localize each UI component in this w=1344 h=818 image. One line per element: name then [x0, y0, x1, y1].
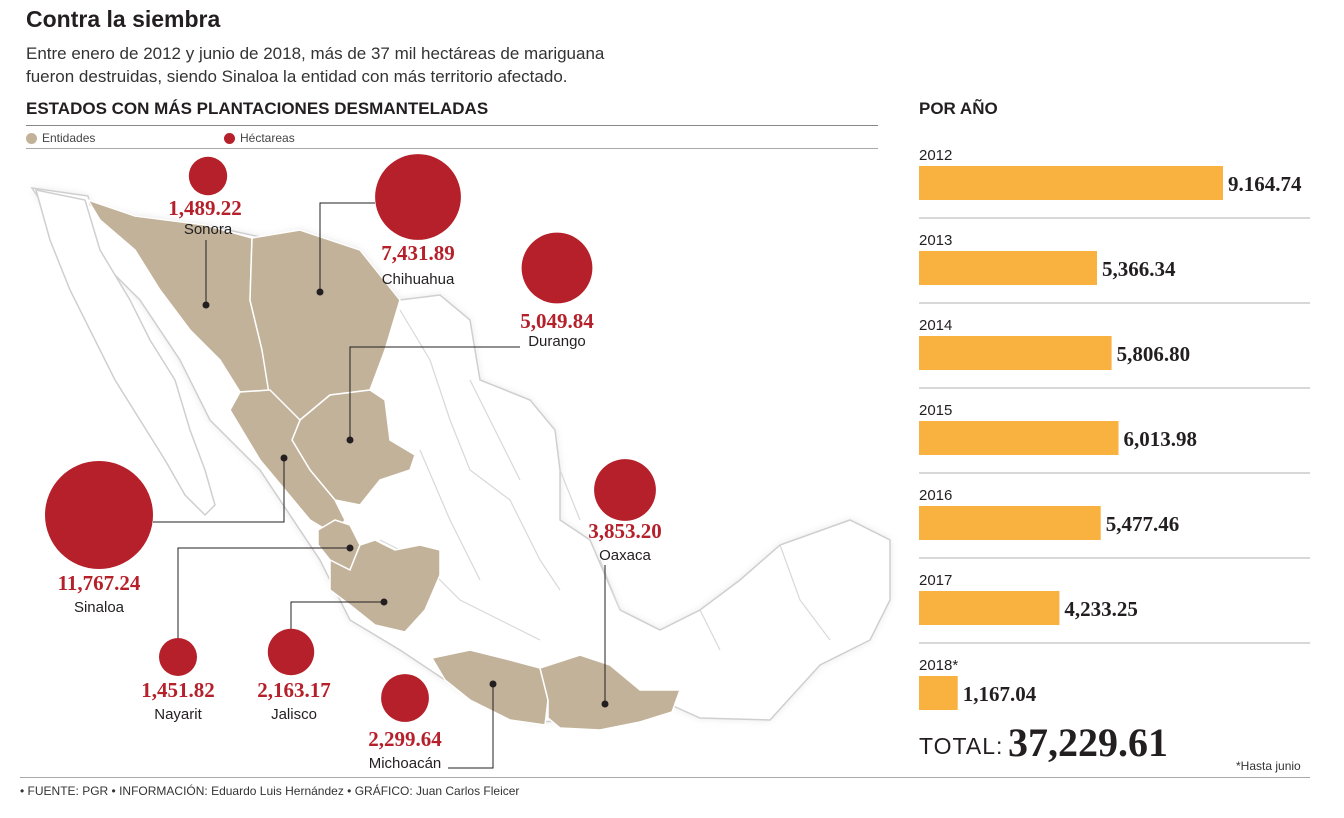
bubble-label-sonora: Sonora	[184, 221, 233, 238]
bubble-value-nayarit: 1,451.82	[141, 678, 215, 702]
map-baja-california	[34, 189, 216, 517]
map-section-title: ESTADOS CON MÁS PLANTACIONES DESMANTELAD…	[26, 99, 489, 118]
bar-2015	[919, 421, 1119, 455]
bar-value-label: 5,806.80	[1117, 342, 1191, 366]
leader-dot-oaxaca	[601, 700, 609, 708]
map-title-rule	[26, 125, 878, 126]
bubble-label-durango: Durango	[528, 333, 586, 350]
bar-2014	[919, 336, 1112, 370]
bubble-durango	[521, 232, 593, 304]
bubble-oaxaca	[594, 459, 656, 521]
bubble-label-oaxaca: Oaxaca	[599, 547, 651, 564]
bubble-value-michoacan: 2,299.64	[368, 727, 442, 751]
leader-dot-durango	[346, 436, 354, 444]
map-state-sinaloa	[229, 389, 346, 537]
bar-year-label: 2018*	[919, 657, 958, 674]
bubble-jalisco	[267, 628, 315, 676]
bubble-michoacan	[381, 674, 429, 722]
footnote: *Hasta junio	[1236, 759, 1301, 773]
legend-entities-swatch	[26, 132, 37, 144]
bar-year-label: 2017	[919, 572, 952, 589]
legend-hectares-swatch	[224, 132, 235, 144]
bubble-value-oaxaca: 3,853.20	[588, 519, 662, 543]
legend-hectares: Héctareas	[224, 131, 295, 145]
bubble-value-chihuahua: 7,431.89	[381, 241, 455, 265]
bubble-value-durango: 5,049.84	[520, 309, 594, 333]
total-value: 37,229.61	[1008, 720, 1168, 765]
bar-2017	[919, 591, 1060, 625]
bars-section-title: POR AÑO	[919, 99, 998, 118]
bar-year-label: 2014	[919, 317, 952, 334]
leader-line-durango	[349, 346, 520, 440]
bar-year-label: 2016	[919, 487, 952, 504]
bar-value-label: 1,167.04	[963, 682, 1037, 706]
bubble-nayarit	[159, 638, 197, 676]
page-title: Contra la siembra	[26, 6, 221, 32]
leader-dot-nayarit	[346, 544, 354, 552]
legend-entities-label: Entidades	[42, 131, 96, 145]
bar-value-label: 6,013.98	[1123, 427, 1197, 451]
bar-year-label: 2015	[919, 402, 952, 419]
subtitle-line-1: Entre enero de 2012 y junio de 2018, más…	[26, 44, 605, 63]
total-label: TOTAL:	[919, 733, 1004, 759]
bar-value-label: 5,477.46	[1106, 512, 1180, 536]
bubble-label-michoacan: Michoacán	[369, 755, 442, 772]
legend-hectares-label: Héctareas	[240, 131, 295, 145]
leader-line-sinaloa	[153, 458, 285, 523]
leader-line-michoacan	[448, 684, 494, 769]
leader-lines	[153, 202, 609, 769]
bubble-label-sinaloa: Sinaloa	[74, 599, 125, 616]
map-state-michoacan	[430, 649, 549, 726]
page-subtitle: Entre enero de 2012 y junio de 2018, más…	[26, 42, 646, 88]
bar-year-label: 2012	[919, 147, 952, 164]
bubble-label-jalisco: Jalisco	[271, 706, 317, 723]
bubble-label-nayarit: Nayarit	[154, 706, 202, 723]
map-legend-rule	[26, 148, 878, 149]
bar-value-label: 9.164.74	[1228, 172, 1302, 196]
mexico-map	[30, 187, 891, 731]
bubble-value-jalisco: 2,163.17	[257, 678, 331, 702]
leader-line-chihuahua	[319, 202, 375, 292]
leader-line-nayarit	[177, 547, 350, 640]
leader-dot-michoacan	[489, 680, 497, 688]
bubble-sinaloa	[45, 461, 153, 569]
credits: • FUENTE: PGR • INFORMACIÓN: Eduardo Lui…	[20, 784, 520, 798]
bubble-chihuahua	[375, 154, 461, 240]
bubble-value-sonora: 1,489.22	[168, 196, 242, 220]
bubble-sonora	[188, 156, 228, 196]
bar-year-label: 2013	[919, 232, 952, 249]
bar-2013	[919, 251, 1097, 285]
leader-dot-sinaloa	[280, 454, 288, 462]
leader-dot-jalisco	[380, 598, 388, 606]
bubble-value-sinaloa: 11,767.24	[58, 571, 141, 595]
leader-line-jalisco	[290, 601, 384, 633]
legend-entities: Entidades	[26, 131, 95, 145]
bar-2012	[919, 166, 1223, 200]
map-state-jalisco	[329, 539, 441, 633]
bar-value-label: 5,366.34	[1102, 257, 1176, 281]
bar-chart: 2012 9.164.74 2013 5,366.34 2014 5,806.80 2015…	[919, 147, 1310, 710]
bar-2018-	[919, 676, 958, 710]
leader-dot-sonora	[202, 301, 210, 309]
footer-rule	[20, 777, 1310, 778]
bar-2016	[919, 506, 1101, 540]
bar-value-label: 4,233.25	[1064, 597, 1138, 621]
leader-dot-chihuahua	[316, 288, 324, 296]
subtitle-line-2: fueron destruidas, siendo Sinaloa la ent…	[26, 67, 568, 86]
bubble-label-chihuahua: Chihuahua	[382, 271, 455, 288]
